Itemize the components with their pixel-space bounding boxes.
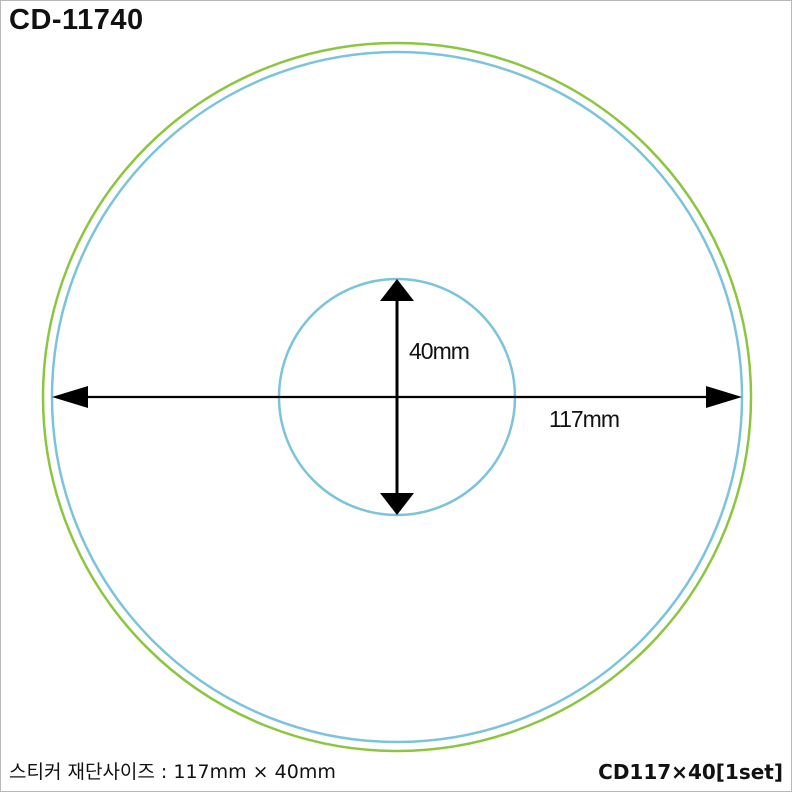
- bottom-arrow-head: [380, 493, 414, 515]
- left-arrow-head: [52, 386, 88, 408]
- product-code: CD117×40[1set]: [598, 760, 783, 784]
- cut-size-caption: 스티커 재단사이즈 : 117mm × 40mm: [9, 761, 336, 783]
- outer-bleed-circle: [41, 41, 753, 753]
- right-arrow-head: [706, 386, 742, 408]
- dimension-lines: [52, 279, 742, 515]
- outer-diameter-label: 117mm: [549, 406, 619, 432]
- page-title: CD-11740: [9, 4, 144, 36]
- inner-diameter-label: 40mm: [409, 338, 469, 364]
- top-arrow-head: [380, 279, 414, 301]
